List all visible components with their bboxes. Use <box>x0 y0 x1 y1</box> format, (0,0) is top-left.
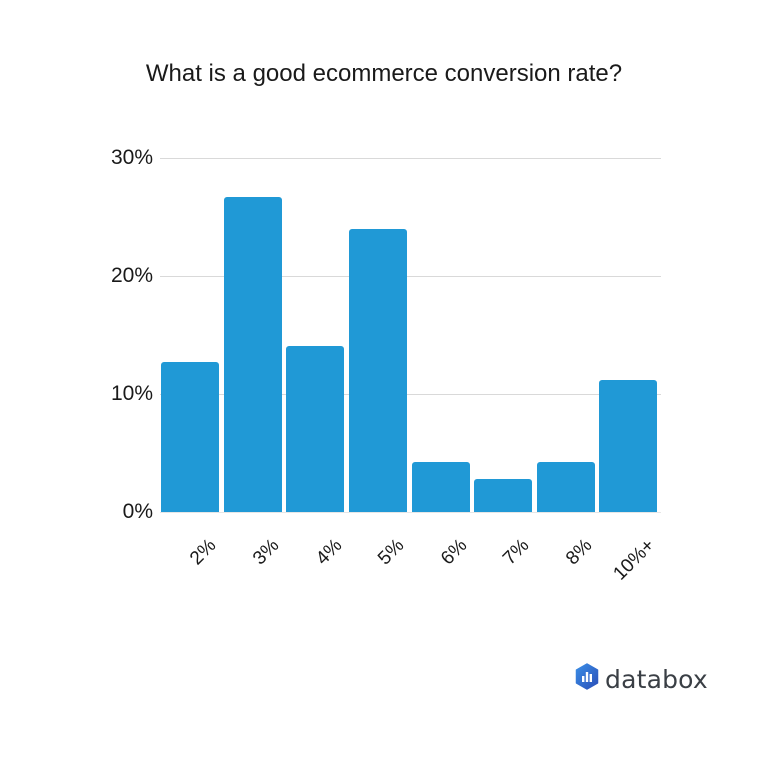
y-tick-label: 20% <box>110 264 153 287</box>
x-tick-label: 8% <box>562 535 597 570</box>
baseline <box>160 512 661 513</box>
bar <box>411 462 470 512</box>
logo-text: databox <box>605 664 708 694</box>
bar <box>599 379 658 512</box>
bar <box>474 478 533 512</box>
x-tick-label: 2% <box>186 535 221 570</box>
x-tick-label: 3% <box>248 535 284 570</box>
x-tick-label: 7% <box>499 535 534 570</box>
gridline <box>160 394 661 395</box>
x-tick-label: 4% <box>311 535 346 570</box>
bar <box>161 362 219 512</box>
chart-title: What is a good ecommerce conversion rate… <box>145 60 623 87</box>
bar <box>286 345 345 512</box>
x-tick-label: 5% <box>374 535 409 570</box>
bar <box>223 196 282 512</box>
bar <box>348 228 407 512</box>
databox-hexagon-chart-icon <box>575 663 599 695</box>
bar <box>536 462 595 512</box>
y-tick-label: 10% <box>110 382 153 405</box>
y-tick-label: 30% <box>110 146 153 169</box>
y-tick-label: 0% <box>122 500 153 523</box>
databox-logo: databox <box>575 663 708 695</box>
gridline <box>160 276 661 277</box>
gridline <box>160 158 661 159</box>
x-tick-label: 6% <box>436 535 472 570</box>
plot-area <box>160 158 661 513</box>
x-tick-label: 10%+ <box>609 535 659 585</box>
